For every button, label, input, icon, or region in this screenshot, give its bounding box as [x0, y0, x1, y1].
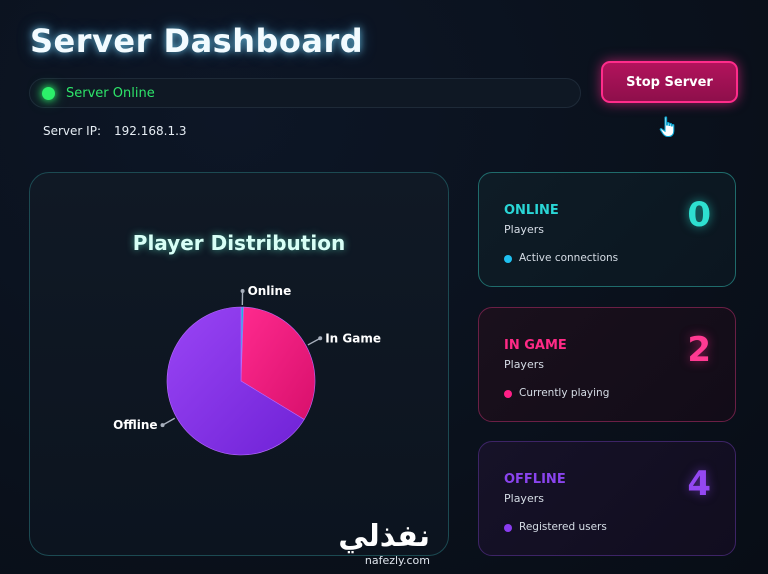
- pie-label-in-game: In Game: [325, 331, 381, 345]
- watermark-logo: نفذلي nafezly.com: [336, 519, 430, 568]
- dot-icon: [504, 390, 512, 398]
- server-status-bar: Server Online: [29, 78, 581, 108]
- card-subtitle: Players: [504, 223, 544, 236]
- watermark-arabic: نفذلي: [338, 519, 430, 554]
- hand-pointer-icon: [659, 116, 675, 138]
- pie-leader-line: [307, 337, 321, 346]
- dot-icon: [504, 524, 512, 532]
- ingame-players-card: IN GAME Players 2 Currently playing: [478, 307, 736, 422]
- pie-leader-dot: [160, 423, 165, 428]
- dot-icon: [504, 255, 512, 263]
- offline-count: 4: [687, 464, 711, 504]
- offline-players-card: OFFLINE Players 4 Registered users: [478, 441, 736, 556]
- pie-leader-line: [162, 417, 176, 426]
- watermark-url: nafezly.com: [364, 554, 430, 567]
- status-text: Server Online: [66, 86, 155, 101]
- player-distribution-pie-chart: Online In Game Offline: [113, 284, 381, 456]
- pie-label-online: Online: [248, 284, 292, 298]
- pie-leader-dot: [318, 336, 323, 341]
- pie-label-offline: Offline: [113, 418, 157, 432]
- card-title: ONLINE: [504, 203, 559, 218]
- pie-leader-dot: [240, 289, 245, 294]
- card-subtitle: Players: [504, 492, 544, 505]
- server-ip-value: 192.168.1.3: [114, 124, 187, 138]
- page-title: Server Dashboard: [30, 22, 364, 60]
- pie-slice-in-game: [240, 306, 316, 420]
- card-title: IN GAME: [504, 338, 567, 353]
- card-title: OFFLINE: [504, 472, 566, 487]
- player-distribution-panel: Player Distribution Online In Game Offline: [29, 172, 449, 556]
- online-count: 0: [687, 195, 711, 235]
- card-subtitle: Players: [504, 358, 544, 371]
- card-description: Registered users: [519, 521, 607, 533]
- ingame-count: 2: [687, 330, 711, 370]
- online-players-card: ONLINE Players 0 Active connections: [478, 172, 736, 287]
- status-indicator-icon: [42, 87, 55, 100]
- stop-server-button[interactable]: Stop Server: [601, 61, 738, 103]
- pie-slice-offline: [166, 306, 305, 456]
- card-description: Currently playing: [519, 387, 610, 399]
- card-description: Active connections: [519, 252, 619, 264]
- chart-title: Player Distribution: [132, 231, 346, 255]
- server-ip-label: Server IP:: [43, 124, 101, 138]
